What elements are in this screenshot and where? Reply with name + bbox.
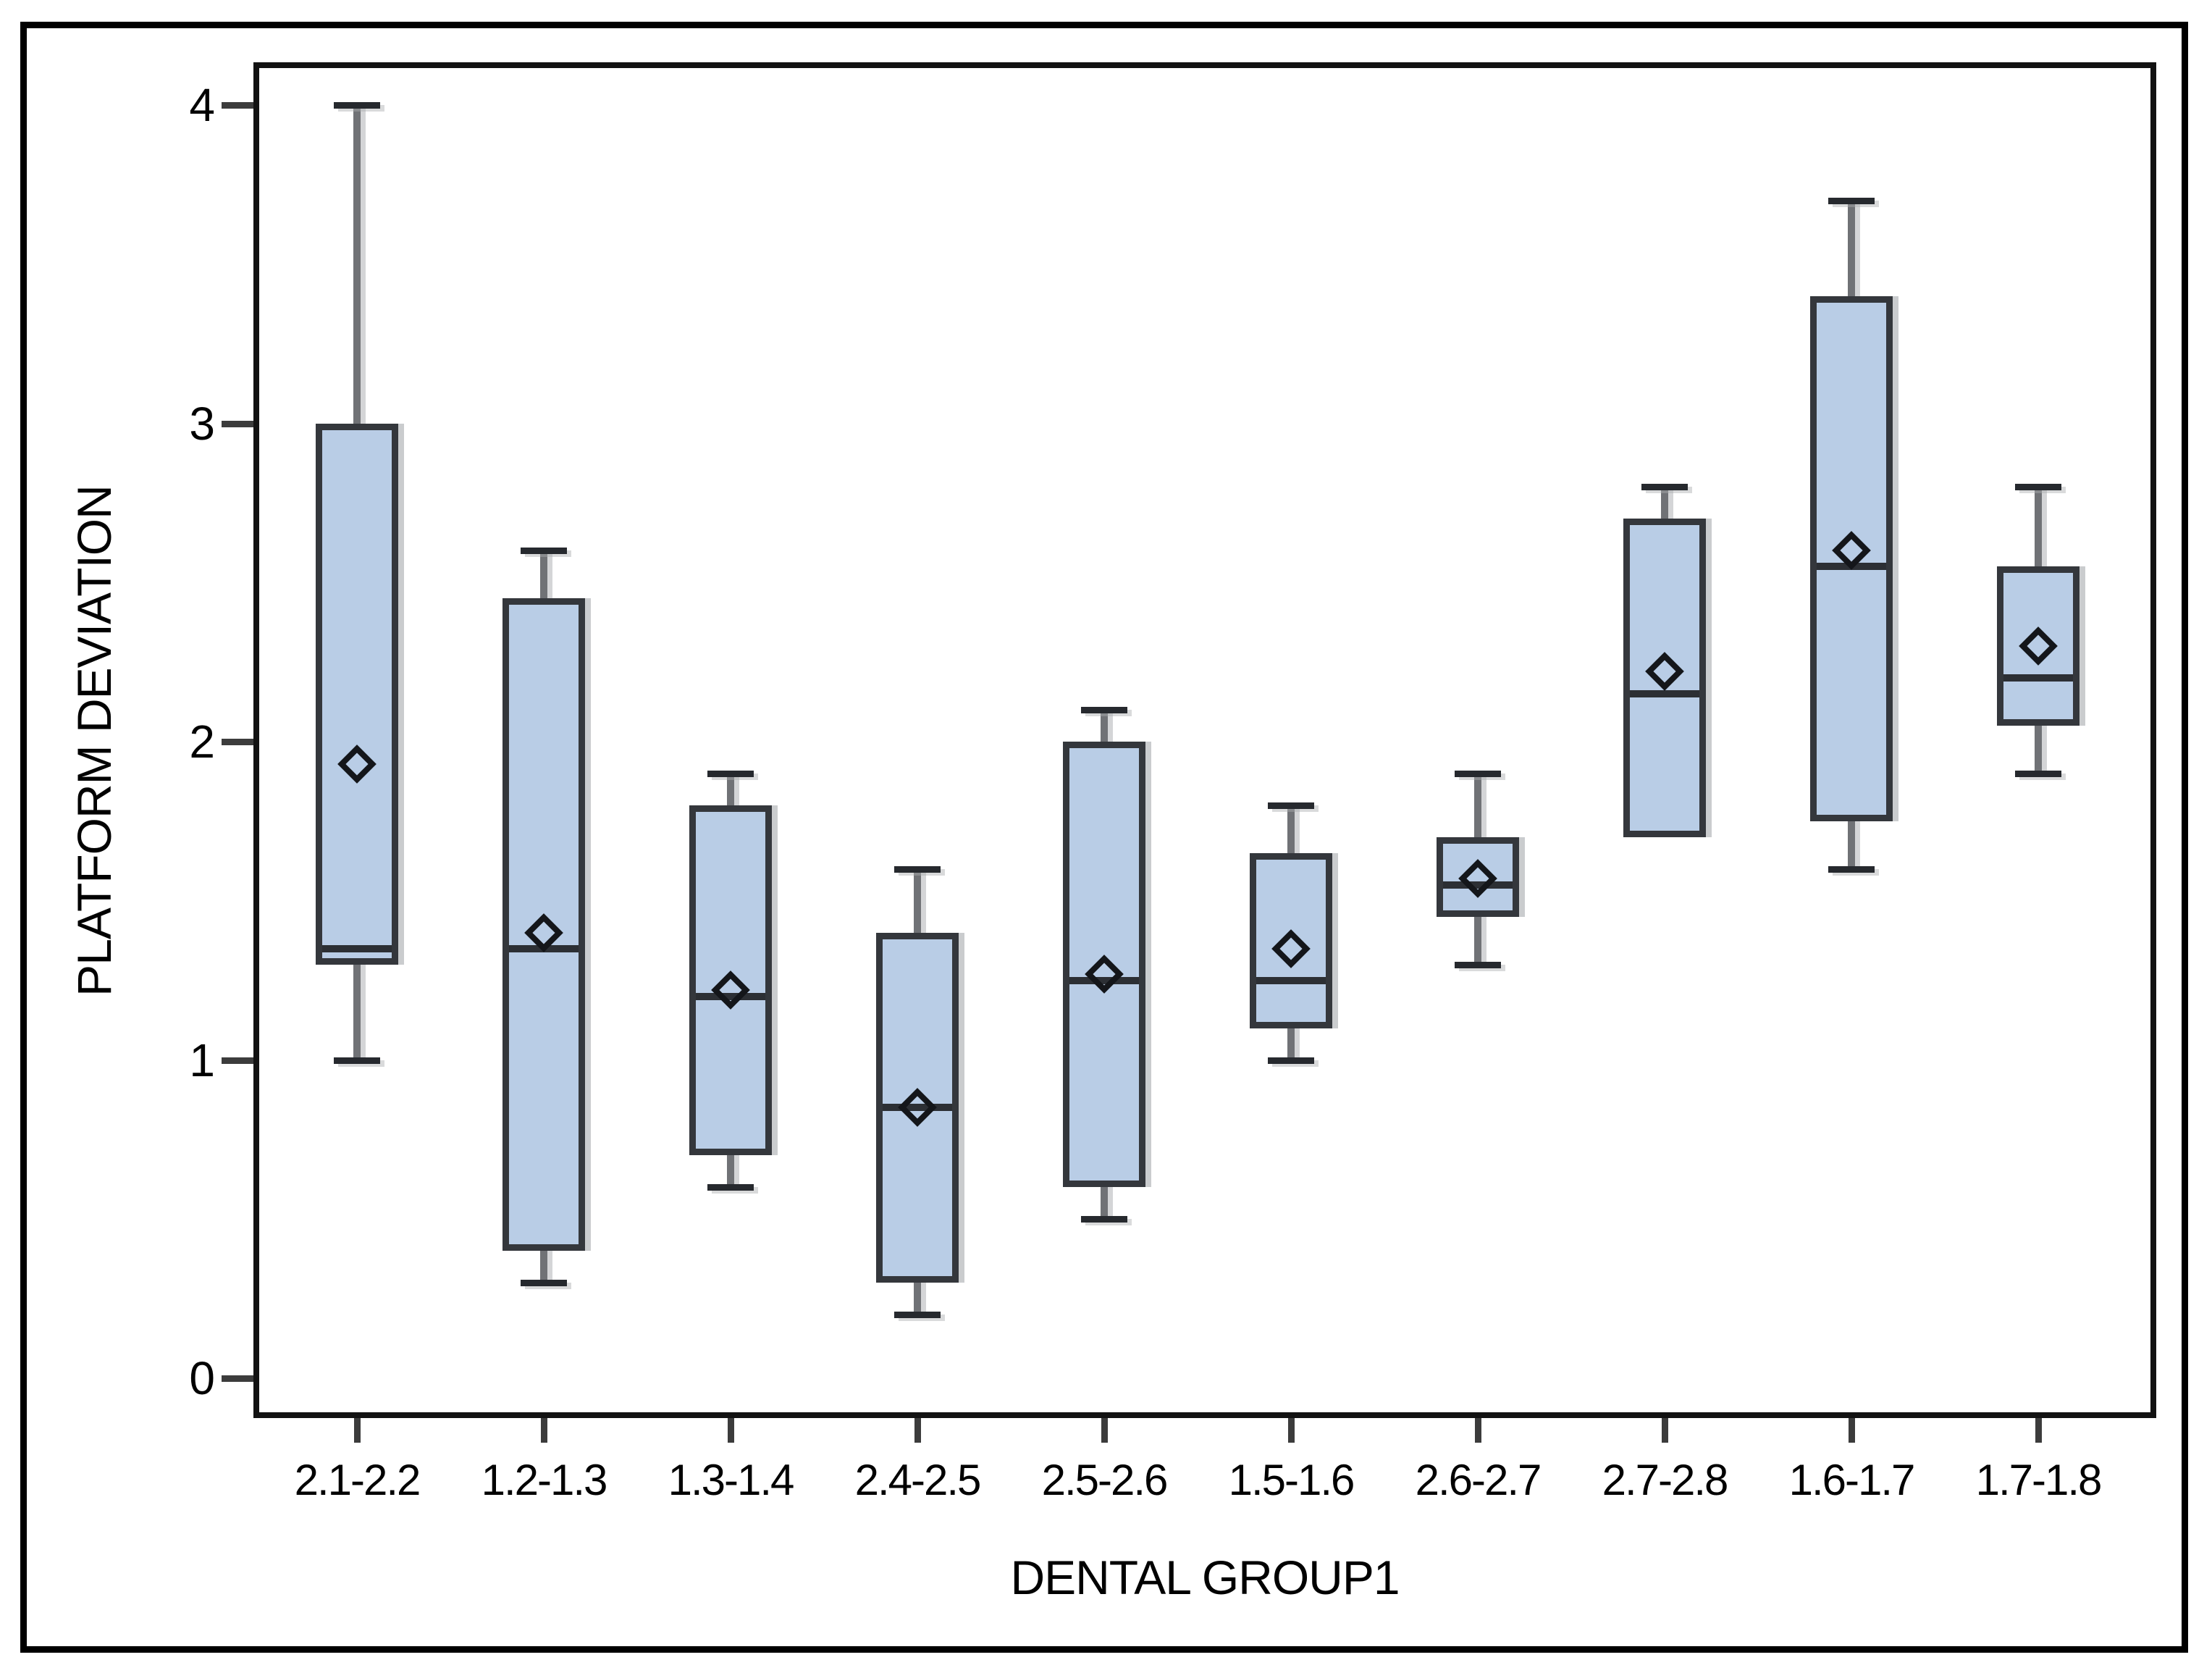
y-axis-tick-label: 2 [189,716,215,768]
y-axis-tick-label: 4 [189,79,215,131]
x-axis-tick [914,1417,921,1443]
whisker-cap-bottom [1081,1216,1127,1223]
whisker-stem-bottom [1287,1028,1295,1060]
whisker-cap-bottom [1828,865,1875,873]
x-axis-tick-label: 2.4-2.5 [854,1456,982,1504]
median-line [1630,690,1699,698]
whisker-stem-top [1848,200,1855,296]
whisker-stem-top [353,105,361,424]
whisker-cap-bottom [1455,961,1501,968]
y-axis-tick [222,1375,253,1382]
whisker-cap-top [707,770,754,777]
whisker-cap-bottom [2015,770,2061,777]
whisker-cap-top [521,548,567,555]
x-axis-tick [1849,1417,1855,1443]
box-iqr [1063,742,1145,1188]
x-axis-tick-label: 2.6-2.7 [1415,1456,1542,1504]
whisker-stem-bottom [1101,1187,1108,1220]
x-axis-tick [728,1417,734,1443]
whisker-stem-bottom [2035,726,2042,773]
whisker-stem-top [540,550,547,599]
box-iqr [502,598,585,1251]
y-axis-tick [222,102,253,109]
plot-area [253,62,2156,1418]
x-axis-tick [1288,1417,1295,1443]
whisker-stem-top [2035,487,2042,567]
x-axis-tick-label: 1.5-1.6 [1228,1456,1355,1504]
x-axis-tick [1475,1417,1481,1443]
x-axis-tick [2035,1417,2042,1443]
median-line [1817,563,1886,571]
whisker-stem-top [1474,773,1481,837]
whisker-stem-bottom [1848,821,1855,869]
whisker-cap-top [334,102,380,109]
median-line [2003,674,2073,682]
x-axis-tick-label: 2.7-2.8 [1602,1456,1729,1504]
box-iqr [1250,852,1332,1028]
median-line [509,944,579,952]
x-axis-tick-label: 2.1-2.2 [294,1456,421,1504]
x-axis-title: DENTAL GROUP1 [1010,1551,1400,1604]
y-axis-tick [222,1057,253,1064]
box-iqr [1623,519,1706,837]
x-axis-tick-label: 1.2-1.3 [481,1456,608,1504]
whisker-stem-top [1287,805,1295,853]
whisker-cap-top [1455,770,1501,777]
box-iqr [689,805,772,1156]
whisker-stem-top [914,868,921,933]
whisker-stem-bottom [353,964,361,1060]
whisker-cap-bottom [707,1184,754,1191]
whisker-stem-bottom [727,1155,734,1188]
whisker-cap-bottom [1268,1057,1314,1064]
y-axis-tick [222,739,253,745]
whisker-cap-bottom [894,1312,941,1319]
whisker-cap-top [1268,802,1314,809]
median-line [1443,881,1513,889]
x-axis-tick-label: 2.5-2.6 [1041,1456,1169,1504]
x-axis-tick [1101,1417,1108,1443]
whisker-cap-bottom [334,1057,380,1064]
whisker-cap-bottom [521,1280,567,1287]
whisker-stem-top [727,773,734,805]
median-line [1069,976,1139,984]
median-line [322,944,392,952]
y-axis-tick-label: 0 [189,1352,215,1404]
median-line [696,992,765,1000]
x-axis-tick [1662,1417,1668,1443]
whisker-cap-top [894,865,941,873]
y-axis-tick-label: 3 [189,397,215,450]
box-iqr [316,423,398,965]
x-axis-tick-label: 1.7-1.8 [1975,1456,2103,1504]
whisker-stem-top [1101,710,1108,742]
median-line [1256,976,1326,984]
box-iqr [1997,566,2079,726]
whisker-stem-bottom [1474,916,1481,965]
median-line [883,1104,952,1112]
whisker-stem-top [1661,487,1668,519]
box-iqr [1810,295,1893,821]
y-axis-tick [222,420,253,427]
y-axis-title: PLATFORM DEVIATION [67,485,121,997]
whisker-cap-top [1641,484,1688,491]
x-axis-tick-label: 1.6-1.7 [1788,1456,1916,1504]
x-axis-tick [354,1417,361,1443]
whisker-cap-top [1828,197,1875,204]
box-iqr [1437,836,1519,917]
whisker-stem-bottom [540,1251,547,1283]
x-axis-tick-label: 1.3-1.4 [668,1456,795,1504]
x-axis-tick [541,1417,547,1443]
whisker-cap-top [1081,707,1127,714]
whisker-cap-top [2015,484,2061,491]
y-axis-tick-label: 1 [189,1033,215,1086]
whisker-stem-bottom [914,1283,921,1315]
